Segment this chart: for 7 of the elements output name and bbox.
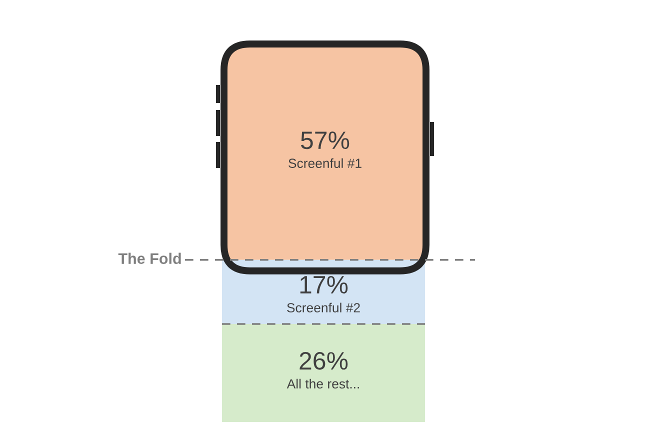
data-label: 17%: [300, 276, 348, 294]
data-label: 57%: [300, 132, 350, 150]
category-label: All the rest...: [286, 378, 359, 389]
category-label: Screenful #1: [288, 158, 362, 168]
data-label: 26%: [300, 352, 348, 370]
text: The Fold: [118, 252, 181, 264]
category-label: Screenful #2: [287, 302, 360, 312]
